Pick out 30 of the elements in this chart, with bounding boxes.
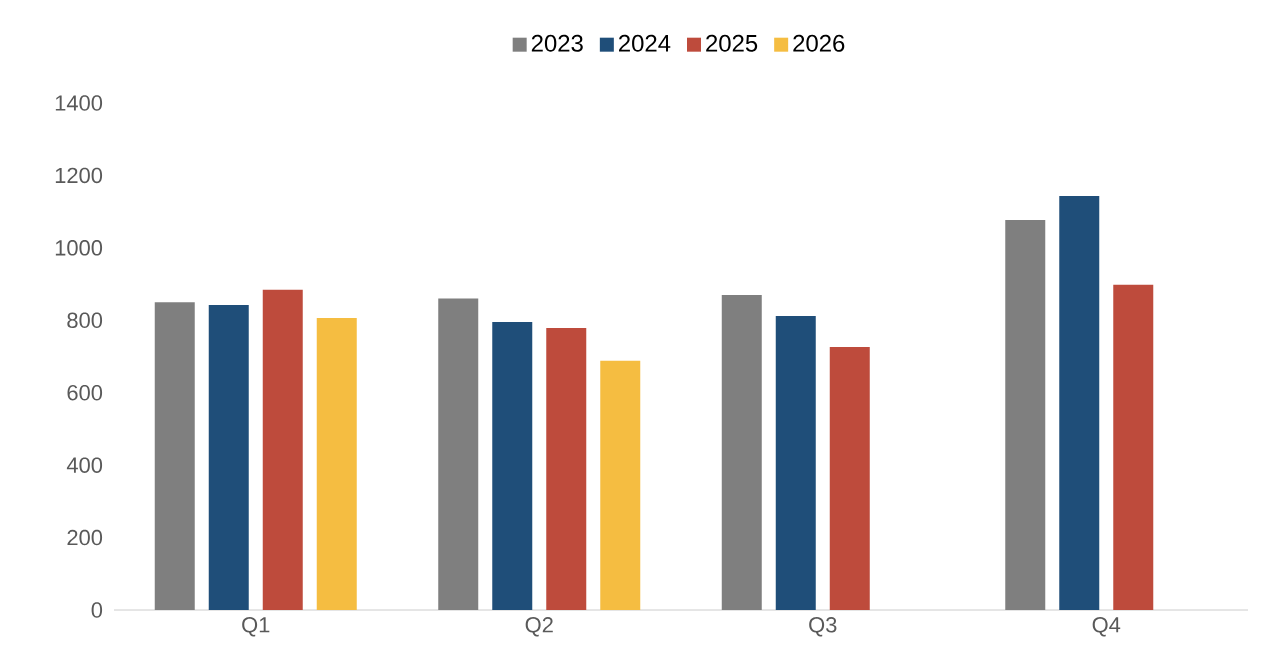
bar [600,360,641,610]
bar [154,302,195,610]
y-tick-label: 1000 [55,240,103,256]
x-tick-label: Q1 [242,617,270,637]
bar [208,305,249,610]
x-tick-label: Q4 [1092,617,1121,637]
y-tick-label: 0 [91,602,103,618]
bar [775,315,816,610]
legend-label: 2024 [619,34,671,52]
bar [262,289,303,610]
bar [1005,219,1046,610]
legend-label: 2023 [531,34,583,52]
legend-label: 2025 [706,34,758,52]
y-tick-label: 400 [66,457,103,473]
bar [1059,196,1100,610]
y-tick-label: 200 [67,529,103,546]
y-tick-label: 1200 [55,167,103,184]
y-tick-label: 1400 [55,95,103,111]
x-tick-label: Q2 [525,617,553,637]
bar [492,322,533,610]
bar [721,294,762,610]
bar [438,298,479,610]
x-tick-label: Q3 [809,617,837,637]
y-tick-label: 800 [67,312,103,329]
bar [829,347,870,610]
bar [316,318,357,610]
bar [1113,284,1154,610]
bar [546,327,587,610]
y-tick-label: 600 [67,384,103,401]
legend-label: 2026 [793,34,845,52]
